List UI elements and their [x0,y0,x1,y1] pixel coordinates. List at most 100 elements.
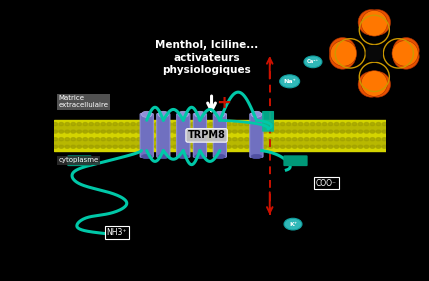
Circle shape [316,130,321,133]
FancyBboxPatch shape [193,114,207,157]
Circle shape [304,138,309,141]
Circle shape [352,123,357,126]
Circle shape [322,123,327,126]
Circle shape [328,130,333,133]
Circle shape [334,138,339,141]
Circle shape [208,130,213,133]
Circle shape [358,138,363,141]
Circle shape [65,123,69,126]
Circle shape [95,138,100,141]
Circle shape [370,138,375,141]
Ellipse shape [214,111,225,117]
Circle shape [131,130,136,133]
FancyBboxPatch shape [67,155,91,166]
FancyBboxPatch shape [177,114,190,157]
Circle shape [233,130,237,133]
Circle shape [214,138,219,141]
Circle shape [196,130,201,133]
Circle shape [346,130,351,133]
Circle shape [393,38,419,63]
Circle shape [101,123,106,126]
Circle shape [316,138,321,141]
Circle shape [196,138,201,141]
Circle shape [178,145,183,148]
Circle shape [137,145,142,148]
Circle shape [366,45,383,62]
Circle shape [214,130,219,133]
Circle shape [364,10,390,35]
Circle shape [89,145,94,148]
Circle shape [131,123,136,126]
Circle shape [190,123,195,126]
Circle shape [196,123,201,126]
Circle shape [370,123,375,126]
Circle shape [125,123,130,126]
Bar [54,125,386,131]
Circle shape [298,145,303,148]
Ellipse shape [251,154,262,159]
Circle shape [227,138,231,141]
Circle shape [227,145,231,148]
Circle shape [269,138,273,141]
Circle shape [382,138,387,141]
Circle shape [59,123,63,126]
Circle shape [65,138,69,141]
Bar [54,135,386,151]
Circle shape [202,138,207,141]
Circle shape [172,130,177,133]
Circle shape [257,130,261,133]
Ellipse shape [158,111,169,117]
Circle shape [202,123,207,126]
Circle shape [53,138,57,141]
Circle shape [263,145,267,148]
Circle shape [329,38,356,63]
Circle shape [245,138,249,141]
Circle shape [71,123,76,126]
Circle shape [287,138,291,141]
Circle shape [172,138,177,141]
Circle shape [322,130,327,133]
Circle shape [251,130,255,133]
Circle shape [310,138,315,141]
Circle shape [131,138,136,141]
Circle shape [178,130,183,133]
Circle shape [89,123,94,126]
FancyBboxPatch shape [157,114,170,157]
Circle shape [149,138,154,141]
Circle shape [316,145,321,148]
Circle shape [190,145,195,148]
Ellipse shape [195,154,205,159]
Circle shape [89,130,94,133]
Circle shape [221,145,225,148]
Circle shape [269,130,273,133]
Circle shape [269,123,273,126]
Circle shape [227,123,231,126]
Circle shape [275,145,279,148]
Circle shape [184,123,189,126]
Circle shape [382,130,387,133]
Circle shape [107,123,112,126]
FancyBboxPatch shape [213,114,227,157]
Circle shape [239,130,243,133]
Circle shape [161,145,165,148]
Circle shape [322,138,327,141]
Circle shape [83,123,88,126]
Circle shape [292,145,297,148]
Circle shape [166,130,171,133]
Circle shape [340,123,345,126]
Circle shape [166,145,171,148]
Circle shape [298,138,303,141]
Circle shape [257,145,261,148]
Circle shape [304,130,309,133]
Circle shape [77,138,82,141]
Circle shape [190,130,195,133]
Ellipse shape [214,154,225,159]
Circle shape [334,123,339,126]
Circle shape [77,145,82,148]
Circle shape [376,145,381,148]
Circle shape [316,123,321,126]
Circle shape [287,130,291,133]
Circle shape [143,123,148,126]
Circle shape [352,130,357,133]
Circle shape [119,138,124,141]
